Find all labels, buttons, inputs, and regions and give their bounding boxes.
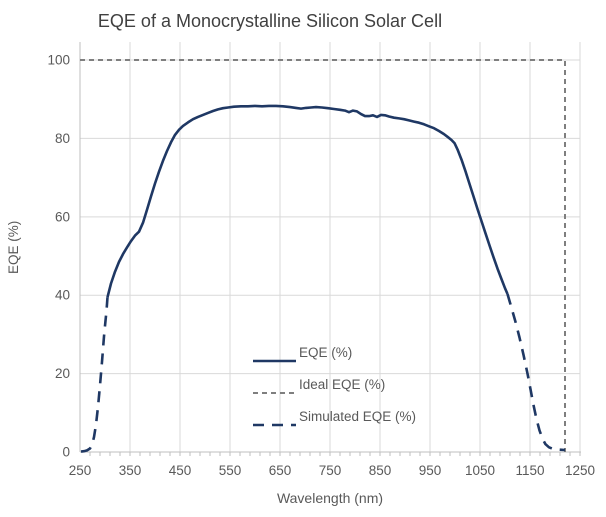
legend-item-ideal-eqe: Ideal EQE (%) <box>253 368 453 400</box>
y-tick-label: 40 <box>55 288 70 303</box>
series-line-2 <box>80 297 109 453</box>
x-tick-label: 650 <box>269 463 292 478</box>
x-tick-label: 1250 <box>565 463 595 478</box>
series-line-0 <box>106 104 509 298</box>
x-tick-label: 850 <box>369 463 392 478</box>
chart-title: EQE of a Monocrystalline Silicon Solar C… <box>97 11 443 31</box>
legend-swatch-line <box>253 392 296 394</box>
legend-swatch-line <box>253 359 296 363</box>
x-tick-label: 250 <box>69 463 92 478</box>
simulated-eqe-dashed-swatch-icon <box>253 414 296 427</box>
ideal-eqe-dashed-swatch-icon <box>253 382 296 394</box>
x-tick-label: 750 <box>319 463 342 478</box>
legend-swatch-line <box>253 423 296 427</box>
legend-item-simulated-eqe: Simulated EQE (%) <box>253 400 453 432</box>
legend-item-eqe: EQE (%) <box>253 336 453 368</box>
x-tick-label: 1150 <box>515 463 544 478</box>
series-line-2 <box>506 293 566 452</box>
eqe-line-swatch-icon <box>253 350 296 363</box>
legend-label: Ideal EQE (%) <box>299 376 386 392</box>
x-tick-label: 1050 <box>465 463 495 478</box>
y-tick-label: 100 <box>47 53 70 68</box>
x-tick-label: 950 <box>419 463 442 478</box>
y-tick-label: 80 <box>55 131 70 146</box>
legend: EQE (%) Ideal EQE (%) Simulated EQE (%) <box>253 336 453 432</box>
legend-label: Simulated EQE (%) <box>299 408 417 424</box>
x-tick-label: 550 <box>219 463 242 478</box>
y-tick-label: 20 <box>55 366 70 381</box>
x-tick-label: 450 <box>169 463 192 478</box>
x-tick-label: 350 <box>119 463 142 478</box>
y-tick-label: 60 <box>55 209 70 224</box>
y-axis-title: EQE (%) <box>6 220 21 274</box>
y-tick-label: 0 <box>62 445 70 460</box>
x-axis-title: Wavelength (nm) <box>276 490 384 506</box>
legend-label: EQE (%) <box>299 344 353 360</box>
